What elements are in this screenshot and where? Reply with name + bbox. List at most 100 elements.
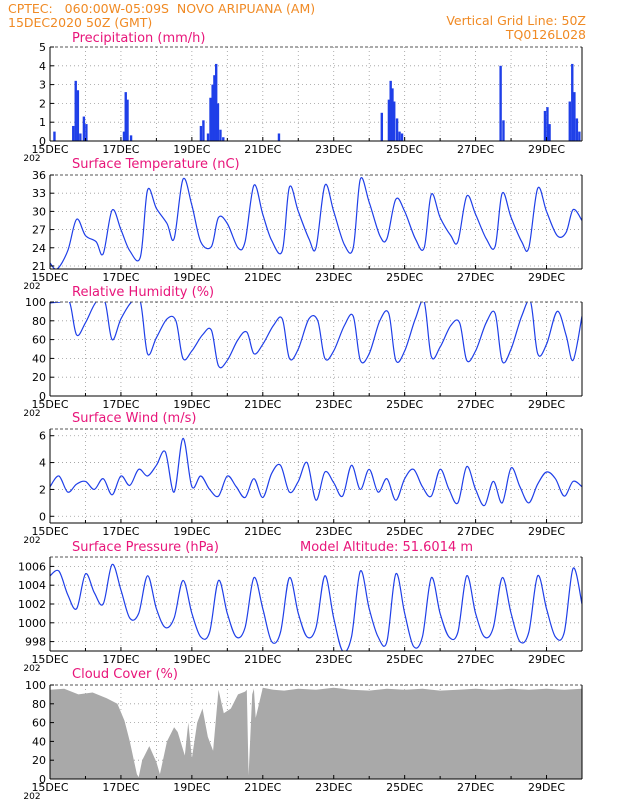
y-tick-label: 6 (39, 430, 46, 443)
precip-bar (213, 75, 216, 141)
header-line2-right: TQ0126L028 (505, 27, 586, 42)
x-tick-label: 27DEC (457, 143, 494, 156)
x-tick-label: 25DEC (386, 398, 423, 411)
x-tick-label: 21DEC (244, 398, 281, 411)
header-line1-right: Vertical Grid Line: 50Z (446, 13, 586, 28)
y-tick-label: 40 (32, 735, 46, 748)
precip-bar (548, 124, 551, 141)
precip-bar (389, 80, 392, 141)
cloud-area (50, 687, 582, 779)
x-tick-label: 15DEC (31, 271, 68, 284)
y-tick-label: 20 (32, 371, 46, 384)
y-tick-label: 4 (39, 60, 46, 73)
x-tick-label: 17DEC (102, 271, 139, 284)
precip-bar (214, 63, 218, 141)
panel-title: Surface Wind (m/s) (72, 411, 196, 426)
plot-area (50, 687, 582, 779)
precip-bar (209, 97, 212, 141)
x-tick-label: 15DEC (31, 143, 68, 156)
precip-bar (53, 131, 56, 141)
y-tick-label: 0 (39, 135, 46, 148)
x-year-label: 202 (23, 282, 40, 292)
x-tick-label: 25DEC (386, 143, 423, 156)
x-tick-label: 19DEC (173, 143, 210, 156)
chart-panel-3: 0 20 40 60 80 100 15DEC 17DEC 19DEC 21DEC 23DEC 25D… (23, 285, 583, 419)
x-tick-label: 27DEC (457, 525, 494, 538)
y-tick-label: 1006 (18, 560, 46, 573)
x-tick-label: 25DEC (386, 271, 423, 284)
plot-area (50, 177, 582, 269)
x-tick-label: 17DEC (102, 653, 139, 666)
y-tick-label: 40 (32, 352, 46, 365)
x-tick-label: 23DEC (315, 143, 352, 156)
precip-bar (85, 124, 88, 141)
plot-area (50, 302, 582, 369)
x-tick-label: 17DEC (102, 143, 139, 156)
precip-bar (573, 92, 576, 141)
plot-area (53, 63, 581, 141)
x-year-label: 202 (23, 664, 40, 674)
panel-title: Precipitation (mm/h) (72, 31, 205, 46)
x-tick-label: 25DEC (386, 525, 423, 538)
series-line (50, 563, 582, 651)
precip-bar (79, 133, 82, 141)
x-tick-label: 27DEC (457, 398, 494, 411)
precip-bar (76, 90, 80, 141)
y-tick-label: 2 (39, 97, 46, 110)
y-tick-label: 36 (32, 169, 46, 182)
chart-panel-5: 998 1000 1002 1004 1006 15DEC 17DEC 19DEC 21DEC 2… (18, 540, 583, 674)
y-tick-label: 60 (32, 334, 46, 347)
plot-area (50, 437, 582, 507)
y-tick-label: 998 (25, 636, 46, 649)
x-tick-label: 17DEC (102, 781, 139, 794)
x-tick-label: 29DEC (528, 143, 565, 156)
precip-bar (502, 120, 505, 141)
x-tick-label: 15DEC (31, 653, 68, 666)
y-tick-label: 3 (39, 79, 46, 92)
precip-bar (122, 131, 126, 141)
x-tick-label: 23DEC (315, 271, 352, 284)
y-tick-label: 80 (32, 315, 46, 328)
precip-bar (391, 88, 394, 141)
x-tick-label: 25DEC (386, 781, 423, 794)
x-tick-label: 21DEC (244, 143, 281, 156)
chart-panel-6: 0 20 40 60 80 100 15DEC 17DEC 19DEC 21DEC 23DEC 25D… (23, 667, 583, 800)
precip-bar (398, 131, 401, 141)
x-tick-label: 15DEC (31, 781, 68, 794)
plot-area (50, 563, 582, 651)
y-tick-label: 2 (39, 483, 46, 496)
y-tick-label: 20 (32, 754, 46, 767)
precip-bar (387, 99, 391, 141)
x-year-label: 202 (23, 409, 40, 419)
y-tick-label: 1000 (18, 617, 46, 630)
precip-bar (568, 101, 571, 141)
chart-panel-4: 0 2 4 6 15DEC 17DEC 19DEC 21DEC 23DEC 25DEC 27DEC 2… (23, 411, 583, 546)
y-tick-label: 60 (32, 717, 46, 730)
x-tick-label: 29DEC (528, 653, 565, 666)
precip-bar (74, 80, 77, 141)
y-tick-label: 1 (39, 116, 46, 129)
x-tick-label: 21DEC (244, 525, 281, 538)
y-tick-label: 33 (32, 187, 46, 200)
x-tick-label: 21DEC (244, 271, 281, 284)
x-tick-label: 21DEC (244, 653, 281, 666)
precip-bar (216, 103, 220, 141)
y-tick-label: 0 (39, 390, 46, 403)
panel-title: Surface Pressure (hPa) (72, 540, 219, 555)
y-tick-label: 4 (39, 457, 46, 470)
y-tick-label: 27 (32, 224, 46, 237)
x-tick-label: 17DEC (102, 525, 139, 538)
x-tick-label: 19DEC (173, 653, 210, 666)
x-year-label: 202 (23, 154, 40, 164)
precip-bar (82, 116, 86, 141)
x-tick-label: 15DEC (31, 525, 68, 538)
precip-bar (499, 65, 502, 141)
x-tick-label: 27DEC (457, 781, 494, 794)
y-tick-label: 80 (32, 698, 46, 711)
series-line (50, 177, 582, 269)
precip-bar (211, 84, 214, 141)
y-tick-label: 30 (32, 205, 46, 218)
y-tick-label: 1004 (18, 579, 46, 592)
x-tick-label: 27DEC (457, 271, 494, 284)
y-tick-label: 100 (25, 679, 46, 692)
